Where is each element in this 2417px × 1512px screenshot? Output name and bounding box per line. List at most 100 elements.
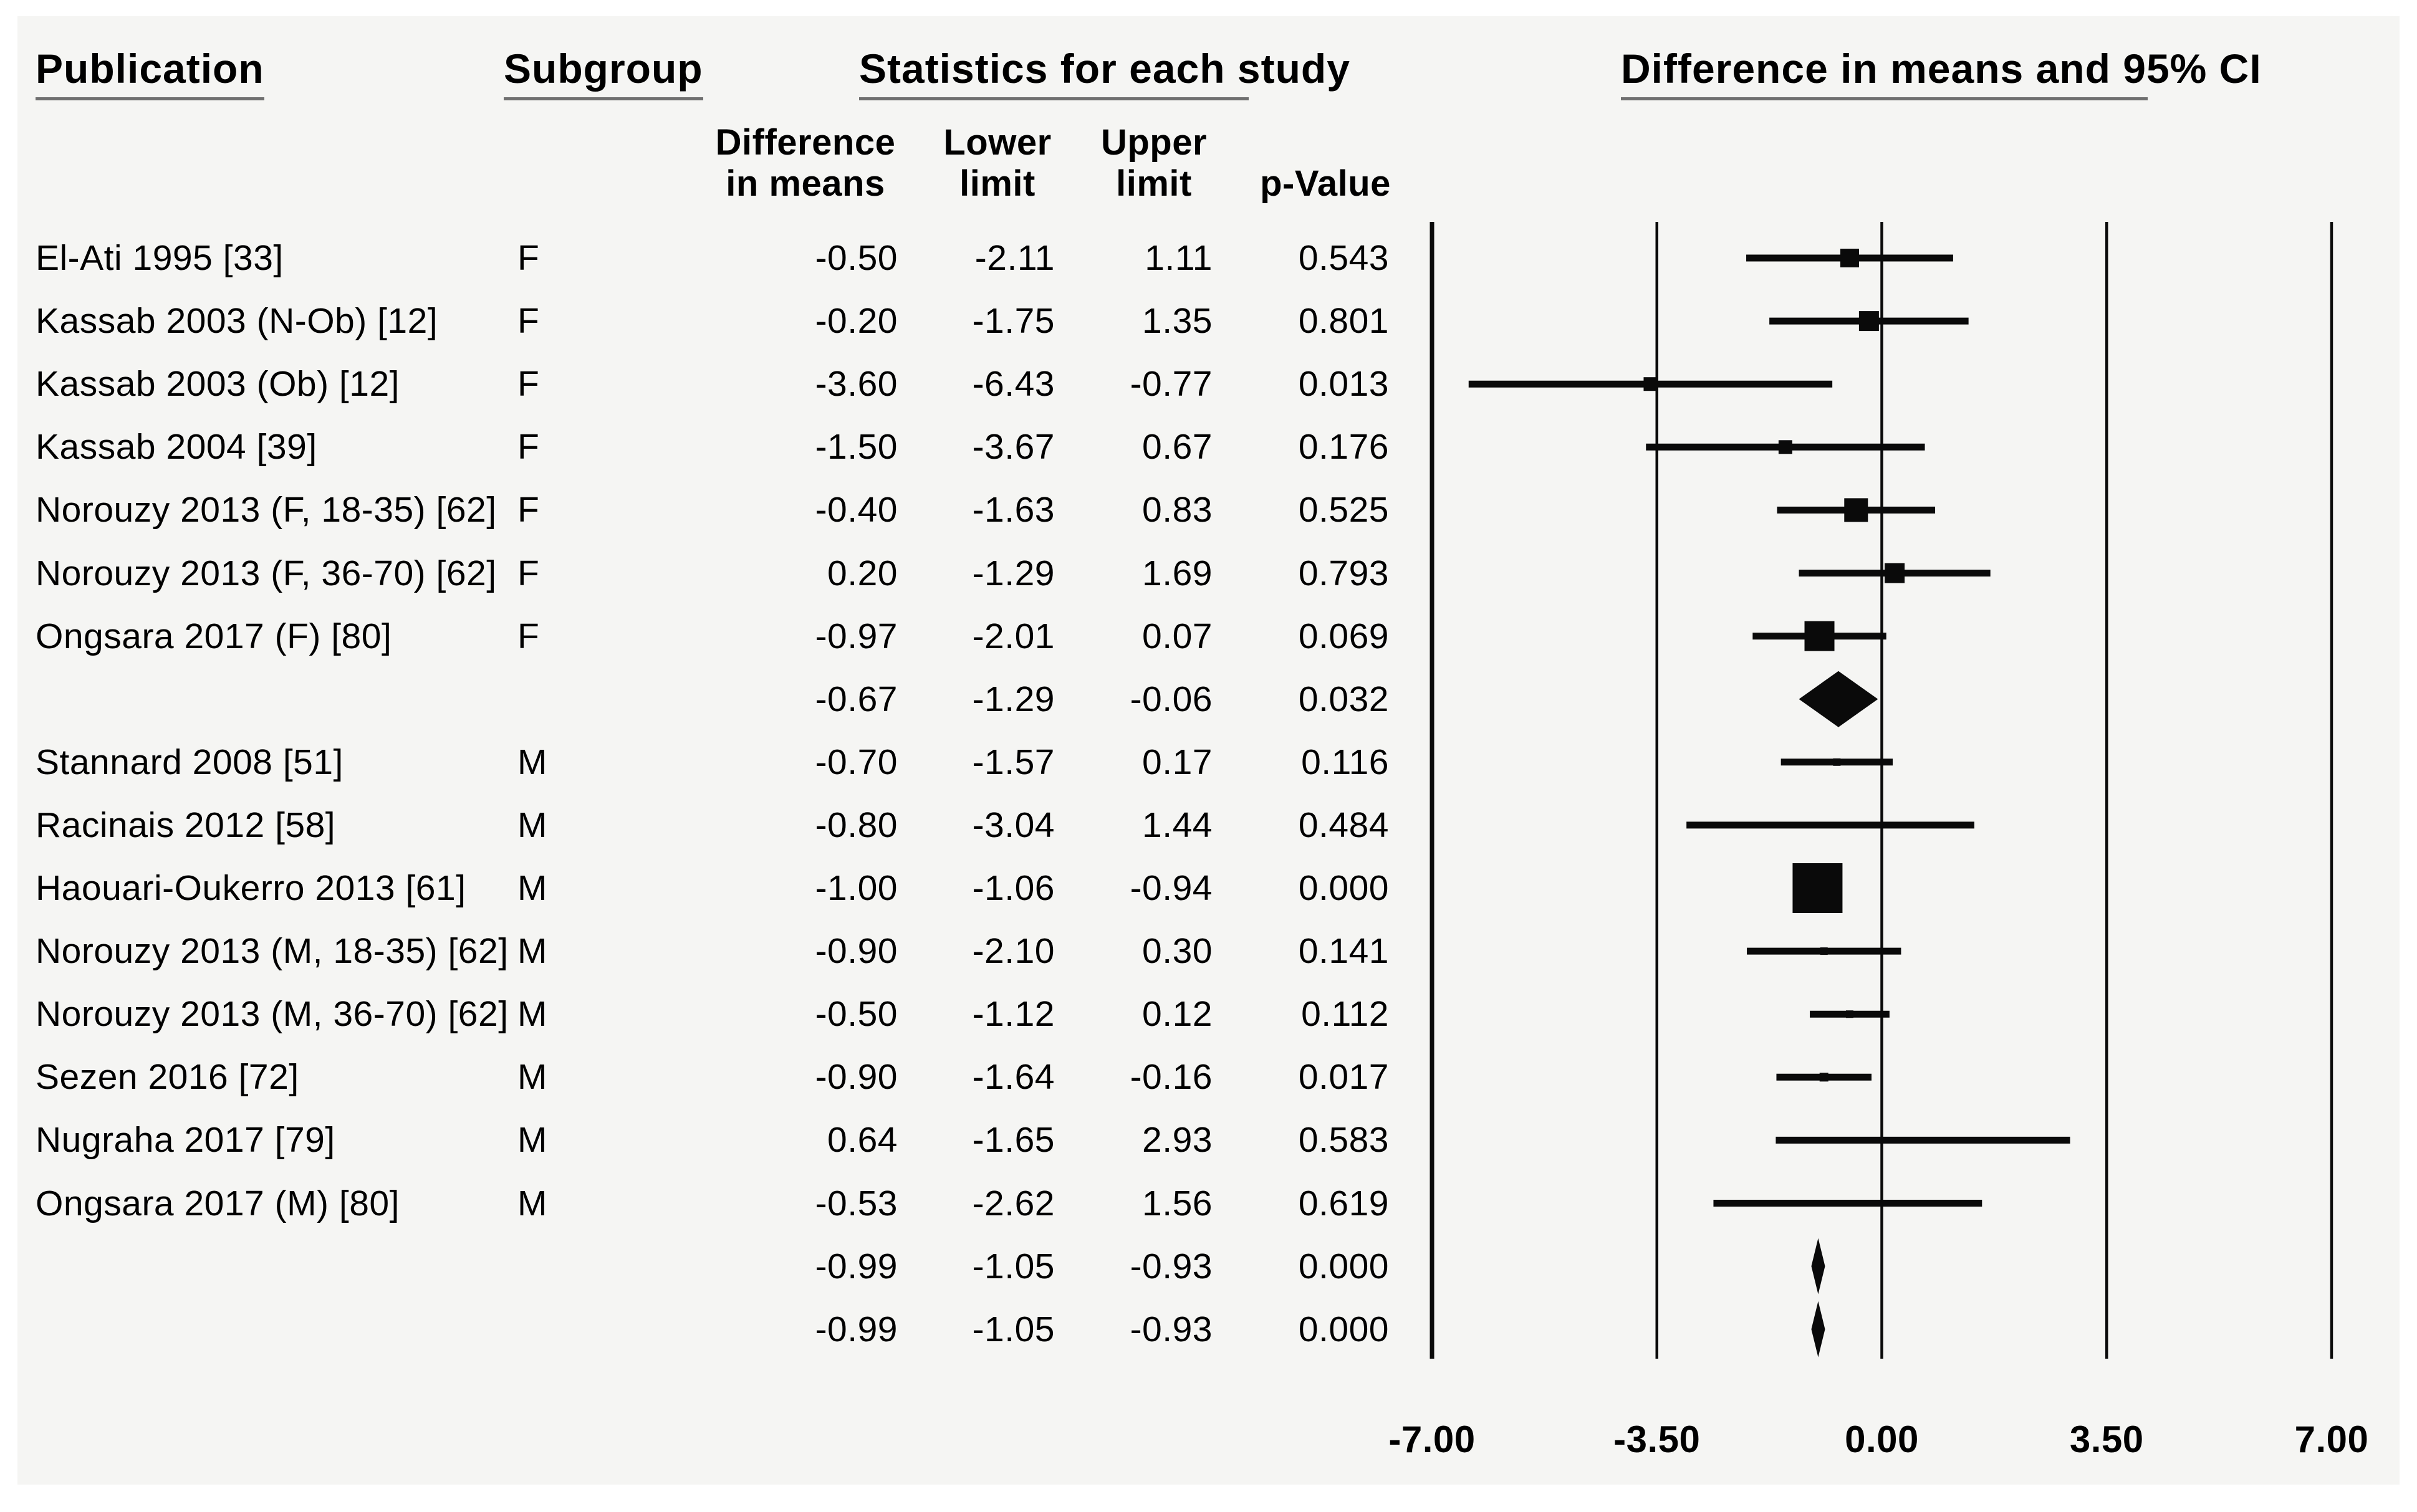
effect-square [1792,863,1843,913]
publication-cell: Stannard 2008 [51] [36,742,344,782]
lower-cell: -3.67 [972,427,1055,467]
diff-cell: -0.97 [815,616,898,656]
subgroup-cell: F [517,301,540,342]
diff-cell: -0.40 [815,490,898,530]
diff-cell: -1.50 [815,427,898,467]
diff-cell: -0.90 [815,1057,898,1098]
diff-cell: -0.80 [815,805,898,845]
effect-square [1845,1010,1853,1018]
diff-cell: -0.20 [815,301,898,342]
overall-diamond [1811,1301,1825,1357]
publication-cell: El-Ati 1995 [33] [36,238,284,278]
lower-cell: -1.64 [972,1057,1055,1098]
upper-cell: 0.83 [1142,490,1213,530]
lower-cell: -1.57 [972,742,1055,782]
subgroup-cell: M [517,1057,547,1098]
p-value-cell: 0.619 [1298,1183,1389,1223]
diff-cell: 0.20 [827,553,898,593]
subgroup-cell: M [517,805,547,845]
p-value-cell: 0.801 [1298,301,1389,342]
publication-header: Publication [36,44,264,100]
subgroup-cell: F [517,238,540,278]
publication-cell: Nugraha 2017 [79] [36,1120,335,1160]
lower-cell: -1.12 [972,994,1055,1035]
effect-square [1833,758,1841,766]
publication-cell: Norouzy 2013 (F, 18-35) [62] [36,490,497,530]
lower-cell: -1.63 [972,490,1055,530]
diff-cell: -0.50 [815,994,898,1035]
publication-cell: Sezen 2016 [72] [36,1057,299,1098]
upper-cell: 1.11 [1145,238,1213,278]
effect-square [1804,621,1835,651]
diff-cell: -1.00 [815,868,898,908]
effect-square [1778,440,1792,454]
p-value-cell: 0.013 [1298,364,1389,404]
subgroup-cell: M [517,1120,547,1160]
lower-cell: -1.06 [972,868,1055,908]
effect-square [1858,311,1879,332]
subgroup-header: Subgroup [504,44,703,100]
effect-square [1827,821,1834,828]
p-value-cell: 0.112 [1301,994,1389,1035]
lower-cell: -2.62 [972,1183,1055,1223]
diff-cell: 0.64 [827,1120,898,1160]
upper-cell: 1.35 [1142,301,1213,342]
publication-cell: Norouzy 2013 (F, 36-70) [62] [36,553,497,593]
upper-cell: 2.93 [1142,1120,1213,1160]
p-value-cell: 0.069 [1298,616,1389,656]
lower-cell: -1.75 [972,301,1055,342]
subgroup-cell: M [517,742,547,782]
summary-diamond [1799,671,1878,727]
lower-limit-subheader: Lower limit [904,122,1091,204]
lower-cell: -2.11 [974,238,1055,278]
figure-background-panel [17,16,2400,1485]
lower-cell: -2.01 [972,616,1055,656]
effect-square [1643,377,1658,391]
lower-cell: -1.29 [972,553,1055,593]
p-value-cell: 0.017 [1298,1057,1389,1098]
axis-tick-label: -7.00 [1388,1419,1476,1460]
axis-tick-label: 3.50 [2069,1419,2144,1460]
p-value-cell: 0.000 [1298,1309,1389,1349]
upper-subheader-line1: Upper [1100,122,1208,163]
upper-cell: 0.07 [1142,616,1213,656]
diff-cell: -3.60 [815,364,898,404]
summary-diamond [1811,1238,1825,1294]
subgroup-cell: F [517,616,540,656]
upper-cell: 0.17 [1142,742,1213,782]
publication-cell: Kassab 2003 (N-Ob) [12] [36,301,438,342]
lower-subheader-line2: limit [959,163,1036,204]
publication-cell: Kassab 2004 [39] [36,427,317,467]
p-value-cell: 0.525 [1298,490,1389,530]
lower-cell: -1.29 [972,679,1055,719]
subgroup-cell: M [517,994,547,1035]
p-value-cell: 0.032 [1298,679,1389,719]
lower-cell: -1.65 [972,1120,1055,1160]
subgroup-cell: F [517,490,540,530]
p-value-cell: 0.000 [1298,868,1389,908]
diff-cell: -0.70 [815,742,898,782]
diff-in-means-subheader: Difference in means [681,122,930,204]
publication-cell: Ongsara 2017 (M) [80] [36,1183,400,1223]
upper-cell: -0.93 [1130,1309,1213,1349]
upper-cell: 1.44 [1142,805,1213,845]
p-value-cell: 0.000 [1298,1246,1389,1286]
publication-cell: Norouzy 2013 (M, 18-35) [62] [36,931,509,972]
effect-square [1844,1200,1851,1207]
upper-cell: 1.56 [1142,1183,1213,1223]
lower-subheader-line1: Lower [943,122,1052,163]
diff-cell: -0.53 [815,1183,898,1223]
upper-cell: -0.94 [1130,868,1213,908]
axis-tick-label: 7.00 [2294,1419,2369,1460]
diff-cell: -0.67 [815,679,898,719]
subgroup-cell: M [517,868,547,908]
p-value-cell: 0.484 [1298,805,1389,845]
axis-tick-label: 0.00 [1845,1419,1919,1460]
upper-cell: 0.30 [1142,931,1213,972]
p-value-cell: 0.583 [1298,1120,1389,1160]
diff-cell: -0.99 [815,1309,898,1349]
publication-cell: Kassab 2003 (Ob) [12] [36,364,400,404]
subgroup-cell: F [517,427,540,467]
publication-cell: Haouari-Oukerro 2013 [61] [36,868,466,908]
subgroup-cell: F [517,553,540,593]
